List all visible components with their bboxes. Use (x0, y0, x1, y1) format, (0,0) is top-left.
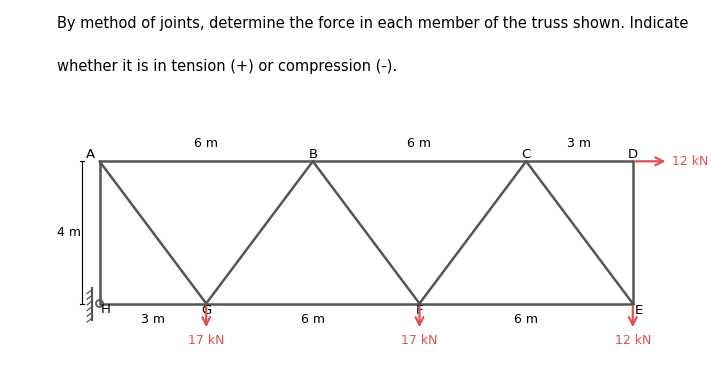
Text: 3 m: 3 m (567, 137, 592, 150)
Text: D: D (628, 148, 638, 161)
Text: A: A (86, 148, 95, 161)
Text: E: E (635, 304, 643, 317)
Text: 12 kN: 12 kN (614, 334, 651, 347)
Text: 12 kN: 12 kN (672, 155, 708, 168)
Text: H: H (101, 303, 111, 316)
Text: 17 kN: 17 kN (188, 334, 225, 347)
Text: F: F (416, 304, 423, 317)
Text: 6 m: 6 m (407, 137, 432, 150)
Text: 17 kN: 17 kN (401, 334, 438, 347)
Text: 6 m: 6 m (514, 313, 538, 326)
Text: G: G (201, 304, 211, 317)
Text: 3 m: 3 m (141, 313, 165, 326)
Text: C: C (521, 148, 531, 161)
Text: By method of joints, determine the force in each member of the truss shown. Indi: By method of joints, determine the force… (57, 16, 688, 31)
Text: B: B (309, 148, 317, 161)
Text: 6 m: 6 m (301, 313, 325, 326)
Text: 4 m: 4 m (58, 226, 81, 239)
Text: whether it is in tension (+) or compression (-).: whether it is in tension (+) or compress… (57, 59, 397, 74)
Text: 6 m: 6 m (194, 137, 218, 150)
